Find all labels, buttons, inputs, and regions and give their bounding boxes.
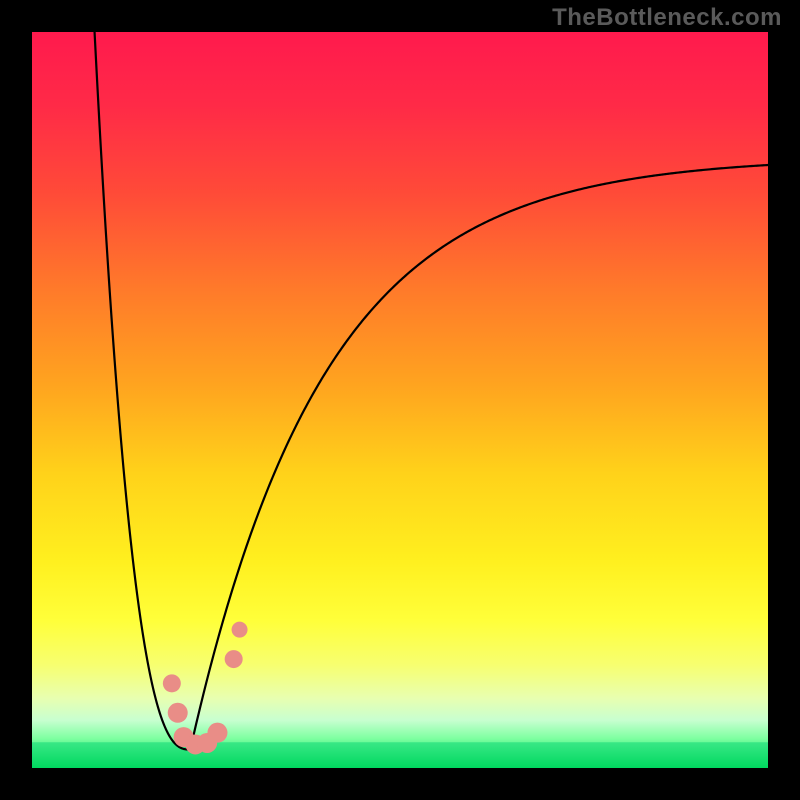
marker-dot — [207, 723, 227, 743]
floor-band — [32, 742, 768, 768]
plot-background — [32, 32, 768, 768]
marker-dot — [232, 622, 248, 638]
marker-dot — [225, 650, 243, 668]
marker-dot — [168, 703, 188, 723]
marker-dot — [163, 674, 181, 692]
watermark-text: TheBottleneck.com — [552, 4, 782, 32]
bottleneck-chart — [0, 0, 800, 800]
